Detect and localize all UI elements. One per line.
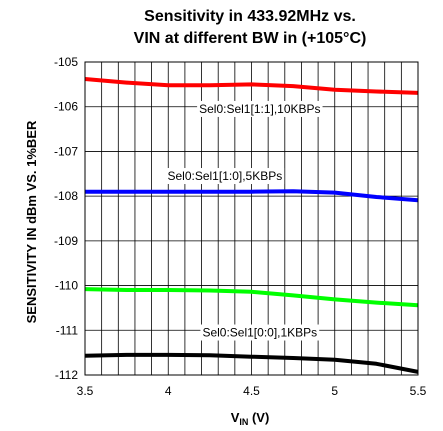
y-tick-label: -111 xyxy=(56,323,79,337)
x-tick-labels: 3.5 4 4.5 5 5.5 xyxy=(77,384,427,398)
x-tick-label: 5 xyxy=(331,384,338,398)
y-tick-label: -109 xyxy=(54,234,78,248)
series-label-background xyxy=(197,100,323,117)
chart-title-line1: Sensitivity in 433.92MHz vs. xyxy=(144,8,356,25)
y-tick-label: -106 xyxy=(54,100,78,114)
x-tick-label: 4.5 xyxy=(243,384,260,398)
series-line-1 xyxy=(85,189,419,203)
series-label-0: Sel0:Sel1[1:1],10KBPs xyxy=(199,102,320,116)
chart-title-line2: VIN at different BW in (+105°C) xyxy=(134,30,367,47)
y-axis-label: SENSITIVITY IN dBm VS. 1%BER xyxy=(24,120,39,323)
x-axis-label-main: V xyxy=(231,410,240,425)
x-tick-label: 4 xyxy=(165,384,172,398)
x-axis-label-subscript: IN xyxy=(239,417,248,427)
series-lines xyxy=(84,77,419,374)
x-tick-label: 5.5 xyxy=(410,384,427,398)
series-line-3 xyxy=(84,352,419,374)
y-tick-label: -108 xyxy=(54,189,78,203)
plot-frame xyxy=(84,61,419,376)
y-tick-label: -112 xyxy=(55,368,78,382)
x-axis-label: VIN (V) xyxy=(231,410,270,427)
y-tick-label: -110 xyxy=(55,279,78,293)
series-line-0 xyxy=(84,77,419,95)
y-tick-labels: -105 -106 -107 -108 -109 -110 -111 -112 xyxy=(54,55,78,382)
y-tick-label: -105 xyxy=(54,55,78,69)
series-label-background xyxy=(165,168,285,185)
series-line-2 xyxy=(84,287,419,308)
x-axis-label-unit: (V) xyxy=(248,410,269,425)
series-label-2: Sel0:Sel1[0:0],1KBPs xyxy=(202,326,317,340)
series-label-1: Sel0:Sel1[1:0],5KBPs xyxy=(167,169,282,183)
y-tick-label: -107 xyxy=(54,144,78,158)
x-tick-label: 3.5 xyxy=(77,384,94,398)
series-label-background xyxy=(200,324,320,341)
series-labels: Sel0:Sel1[1:1],10KBPs Sel0:Sel1[1:0],5KBP… xyxy=(165,100,323,341)
